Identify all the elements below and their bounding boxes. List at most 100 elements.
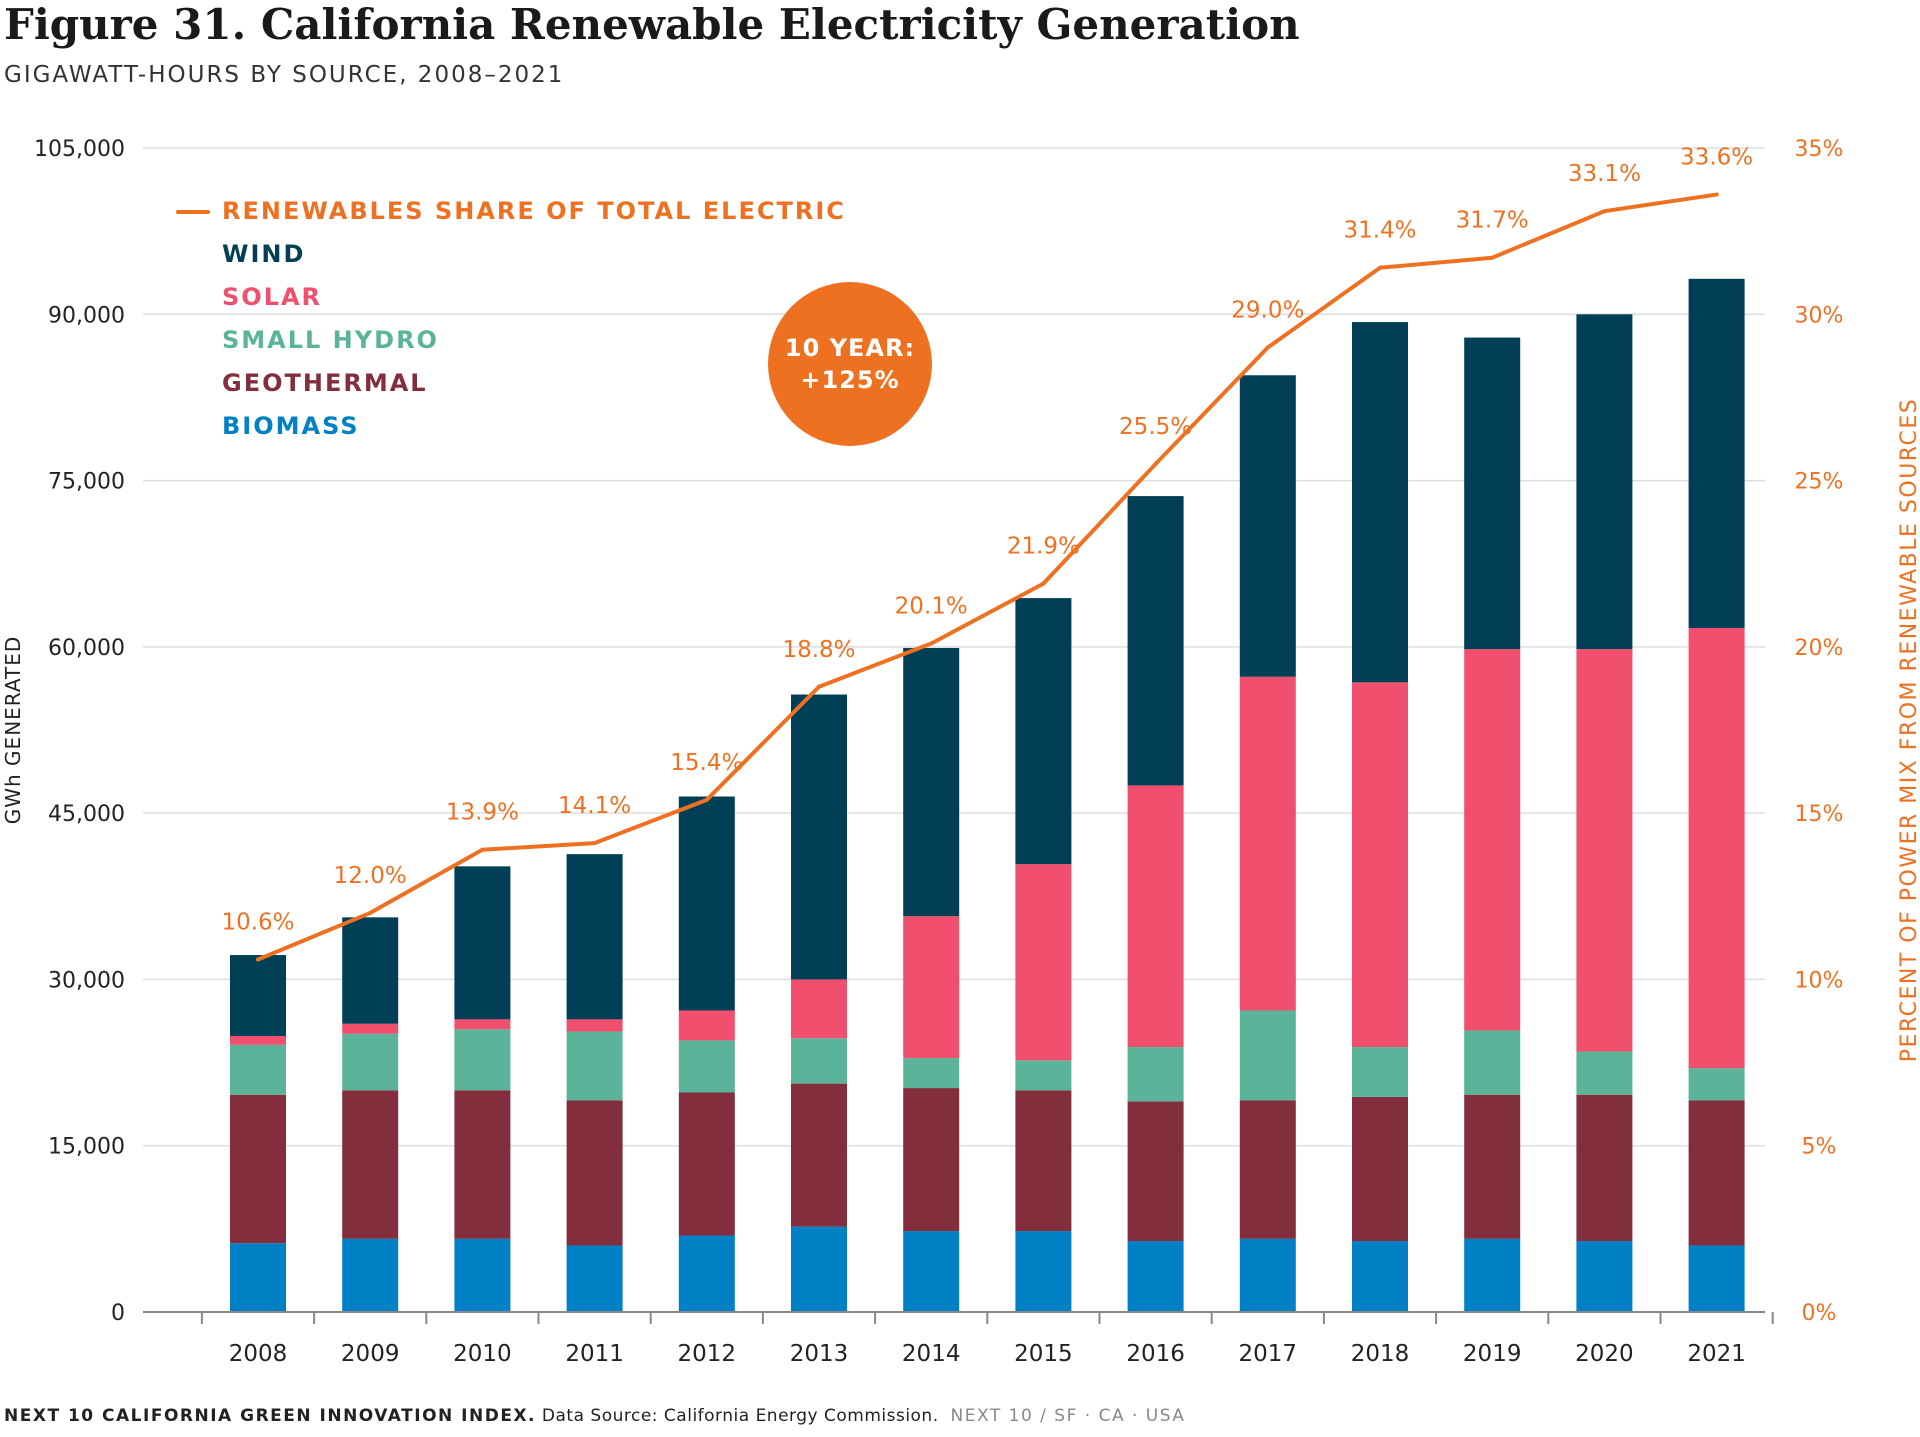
bar-geothermal-2013 (791, 1083, 847, 1227)
bar-geothermal-2020 (1576, 1094, 1633, 1242)
share-point (1265, 345, 1270, 350)
share-point (480, 847, 485, 852)
bar-small-hydro-2014 (903, 1058, 960, 1089)
share-point (929, 641, 934, 646)
bar-wind-2009 (342, 917, 399, 1024)
share-point (704, 797, 709, 802)
share-data-label: 31.7% (1456, 208, 1529, 234)
y2-tick-label: 25% (1795, 470, 1844, 495)
share-data-label: 33.1% (1568, 161, 1641, 187)
bar-solar-2008 (230, 1035, 286, 1045)
share-point (1153, 461, 1158, 466)
bar-biomass-2014 (903, 1231, 960, 1312)
y2-tick-label: 30% (1795, 303, 1844, 328)
share-point (1602, 209, 1607, 214)
share-data-label: 18.8% (782, 637, 855, 663)
footer-brand: NEXT 10 CALIFORNIA GREEN INNOVATION INDE… (4, 1406, 537, 1426)
share-data-label: 13.9% (446, 800, 519, 826)
bar-small-hydro-2018 (1352, 1047, 1408, 1097)
badge-line-1: 10 YEAR: (784, 334, 916, 362)
x-tick-label: 2018 (1351, 1341, 1410, 1367)
bar-small-hydro-2010 (454, 1029, 511, 1091)
y2-tick-label: 5% (1802, 1135, 1837, 1160)
bar-geothermal-2008 (230, 1094, 286, 1244)
share-point (1041, 581, 1046, 586)
bar-wind-2014 (903, 647, 960, 917)
x-tick-label: 2019 (1463, 1341, 1522, 1367)
x-tick-label: 2015 (1014, 1341, 1073, 1367)
x-tick-label: 2012 (678, 1341, 737, 1367)
bar-geothermal-2018 (1352, 1096, 1408, 1242)
y-tick-label: 60,000 (48, 636, 125, 661)
share-point (1378, 265, 1382, 270)
share-data-label: 33.6% (1680, 145, 1753, 171)
bar-geothermal-2009 (342, 1090, 399, 1239)
bar-small-hydro-2016 (1127, 1047, 1184, 1102)
share-point (256, 957, 260, 962)
bar-solar-2018 (1352, 682, 1408, 1048)
legend-item-share: RENEWABLES SHARE OF TOTAL ELECTRIC (176, 190, 846, 233)
bar-biomass-2020 (1576, 1241, 1633, 1312)
bar-wind-2010 (454, 866, 511, 1020)
share-data-label: 21.9% (1007, 534, 1080, 560)
bar-small-hydro-2019 (1464, 1030, 1521, 1095)
legend-label-geothermal: GEOTHERMAL (222, 369, 428, 397)
y-tick-label: 30,000 (48, 968, 125, 993)
bar-small-hydro-2020 (1576, 1051, 1633, 1095)
chart-legend: RENEWABLES SHARE OF TOTAL ELECTRIC WIND … (176, 190, 846, 448)
bar-biomass-2016 (1127, 1241, 1184, 1312)
share-point (1714, 192, 1719, 197)
renewables-share-line (256, 192, 1719, 962)
bar-geothermal-2021 (1688, 1100, 1745, 1246)
legend-item-biomass: BIOMASS (222, 405, 846, 448)
y2-axis-label: PERCENT OF POWER MIX FROM RENEWABLE SOUR… (1897, 398, 1920, 1062)
legend-label-share: RENEWABLES SHARE OF TOTAL ELECTRIC (222, 197, 846, 225)
bar-geothermal-2012 (678, 1092, 735, 1236)
bar-geothermal-2014 (903, 1088, 960, 1232)
bar-wind-2019 (1464, 337, 1521, 650)
legend-item-solar: SOLAR (222, 276, 846, 319)
bar-small-hydro-2015 (1015, 1060, 1072, 1091)
bar-small-hydro-2009 (342, 1033, 399, 1091)
legend-label-wind: WIND (222, 240, 306, 268)
bar-wind-2013 (791, 694, 847, 980)
y-axis-label: GWh GENERATED (1, 636, 25, 825)
bar-small-hydro-2011 (566, 1031, 623, 1101)
share-data-label: 12.0% (334, 863, 407, 889)
x-tick-label: 2008 (229, 1341, 288, 1367)
share-point (592, 841, 597, 846)
bar-biomass-2008 (230, 1243, 286, 1312)
bar-solar-2015 (1015, 864, 1072, 1061)
y2-tick-label: 0% (1802, 1301, 1837, 1326)
legend-item-wind: WIND (222, 233, 846, 276)
bar-small-hydro-2013 (791, 1038, 847, 1084)
chart-footer: NEXT 10 CALIFORNIA GREEN INNOVATION INDE… (4, 1406, 1185, 1426)
ten-year-growth-badge: 10 YEAR: +125% (768, 282, 932, 446)
share-data-label: 31.4% (1343, 218, 1416, 244)
bar-solar-2012 (678, 1010, 735, 1041)
bar-wind-2011 (566, 854, 623, 1020)
bar-wind-2018 (1352, 322, 1408, 683)
legend-label-small-hydro: SMALL HYDRO (222, 326, 439, 354)
bar-small-hydro-2012 (678, 1040, 735, 1093)
share-data-label: 10.6% (221, 909, 294, 935)
legend-line-swatch (176, 210, 210, 214)
bar-wind-2021 (1688, 278, 1745, 629)
bar-solar-2010 (454, 1019, 511, 1030)
y2-tick-label: 20% (1795, 636, 1844, 661)
y-tick-label: 45,000 (48, 802, 125, 827)
y2-tick-label: 10% (1795, 968, 1844, 993)
bar-wind-2020 (1576, 314, 1633, 650)
bar-biomass-2018 (1352, 1241, 1408, 1312)
bar-solar-2011 (566, 1019, 623, 1032)
bar-wind-2015 (1015, 598, 1072, 865)
share-data-label: 15.4% (670, 750, 743, 776)
x-tick-label: 2011 (565, 1341, 624, 1367)
x-tick-label: 2020 (1575, 1341, 1634, 1367)
x-tick-label: 2016 (1126, 1341, 1185, 1367)
y-tick-label: 0 (111, 1301, 125, 1326)
bar-solar-2013 (791, 979, 847, 1039)
bar-geothermal-2010 (454, 1090, 511, 1239)
y-tick-label: 105,000 (34, 137, 125, 162)
